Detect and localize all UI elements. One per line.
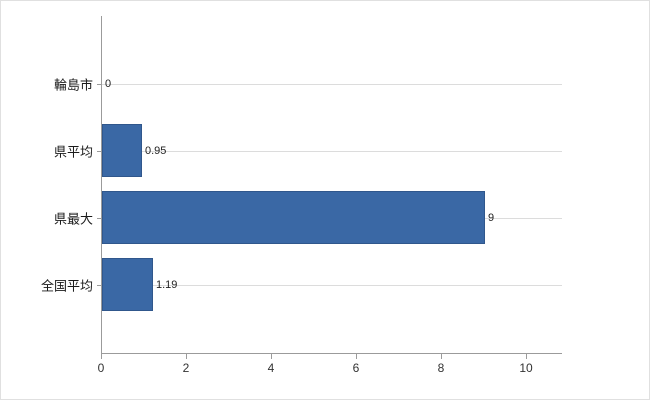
x-axis-tick-label: 4	[267, 361, 275, 375]
value-label: 9	[488, 211, 495, 224]
x-axis-tick	[101, 354, 102, 359]
value-label: 0.95	[145, 144, 167, 157]
value-label: 0	[105, 77, 112, 90]
category-label: 県平均	[53, 144, 93, 159]
gridline	[102, 83, 562, 85]
x-axis-tick-label: 10	[519, 361, 533, 375]
x-axis-tick	[356, 354, 357, 359]
x-axis-tick	[526, 354, 527, 359]
plot-area: 0 0.95 9 1.19	[101, 16, 562, 354]
bar	[102, 124, 142, 177]
x-axis-tick-label: 6	[352, 361, 360, 375]
y-axis-tick	[97, 150, 101, 152]
gridline	[102, 150, 562, 152]
y-axis-tick	[97, 217, 101, 219]
category-label: 県最大	[53, 211, 93, 226]
gridline	[102, 284, 562, 286]
value-label: 1.19	[156, 278, 178, 291]
bar	[102, 191, 485, 244]
x-axis-tick	[186, 354, 187, 359]
category-label: 輪島市	[53, 77, 93, 92]
category-label: 全国平均	[40, 278, 93, 293]
x-axis-tick-label: 0	[97, 361, 105, 375]
y-axis-tick	[97, 284, 101, 286]
x-axis-tick	[441, 354, 442, 359]
x-axis-tick-label: 2	[182, 361, 190, 375]
x-axis-tick	[271, 354, 272, 359]
x-axis-tick-label: 8	[437, 361, 445, 375]
y-axis-tick	[97, 83, 101, 85]
bar	[102, 258, 153, 311]
